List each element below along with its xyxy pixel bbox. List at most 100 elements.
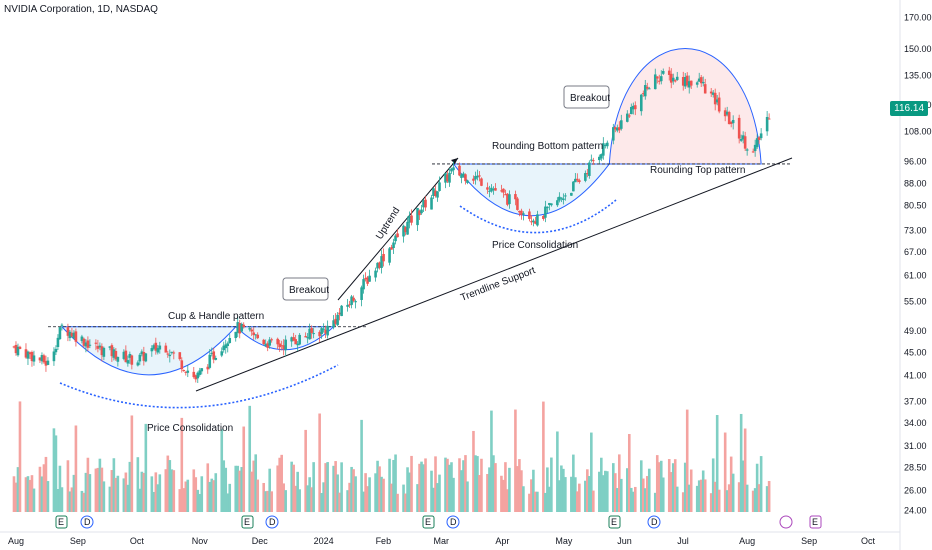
volume-bar [653, 492, 657, 512]
candle-body [438, 182, 441, 191]
volume-bar [298, 489, 301, 512]
volume-bar [574, 477, 577, 512]
volume-bar [578, 483, 581, 512]
candle-body [112, 349, 116, 358]
candle-body [418, 210, 421, 216]
candle-body [450, 168, 453, 172]
earnings-marker [809, 515, 822, 529]
volume-bar [606, 471, 609, 512]
candle-body [657, 80, 661, 82]
volume-bar [144, 423, 148, 512]
candle-body [360, 287, 363, 300]
volume-bar [294, 485, 297, 512]
candle-body [518, 210, 521, 213]
candle-body [164, 345, 168, 353]
volume-bar [12, 476, 16, 512]
x-tick-label: Nov [192, 536, 209, 546]
last-price-badge: 116.14 [890, 101, 928, 116]
volume-bar [276, 465, 279, 512]
candle-body [576, 178, 579, 181]
volume-bar [683, 462, 687, 512]
candle-body [753, 144, 757, 152]
candle-body [28, 352, 32, 355]
volume-bar [486, 474, 489, 512]
volume-bar [236, 465, 240, 512]
candle-body [422, 200, 425, 208]
volume-bar [584, 480, 587, 512]
volume-bar [382, 478, 385, 512]
volume-bar [420, 461, 423, 512]
candle-body [514, 194, 517, 200]
y-tick-label: 80.50 [904, 201, 927, 211]
candle-body [276, 338, 279, 345]
candle-body [46, 360, 50, 365]
volume-bar [667, 459, 671, 512]
candle-body [84, 342, 88, 347]
candle-body [72, 332, 76, 339]
volume-bar [478, 475, 481, 512]
candle-body [600, 154, 603, 159]
candle-body [192, 371, 196, 378]
x-tick-label: Jul [677, 536, 689, 546]
volume-bar [737, 482, 741, 512]
volume-bar [24, 477, 28, 512]
volume-bar [619, 478, 623, 512]
volume-bar [96, 467, 100, 512]
candle-body [392, 242, 395, 249]
candle-body [144, 353, 148, 362]
y-tick-label: 61.00 [904, 271, 927, 281]
candle-body [625, 113, 629, 122]
volume-bar [376, 460, 379, 512]
candle-body [70, 332, 74, 337]
candle-body [584, 173, 587, 181]
uptrend-arrow-line [337, 157, 459, 301]
volume-bar [723, 432, 727, 512]
volume-bar [44, 456, 48, 512]
volume-bar [751, 490, 755, 512]
candle-body [448, 172, 451, 183]
volume-bar [572, 454, 575, 512]
volume-bar [234, 465, 238, 512]
candle-body [140, 351, 144, 355]
volume-bar [290, 461, 293, 512]
candle-body [220, 351, 224, 356]
candle-body [306, 337, 309, 339]
candle-body [739, 138, 743, 141]
volume-bar [240, 467, 244, 512]
candle-body [310, 328, 313, 333]
volume-bar [270, 491, 273, 512]
volume-bar [368, 477, 371, 512]
volume-bar [464, 455, 467, 512]
candle-body [280, 345, 283, 347]
volume-bar [360, 419, 363, 512]
volume-bar [602, 475, 605, 512]
volume-bar [643, 488, 647, 512]
volume-bar [32, 488, 36, 512]
x-tick-label: Apr [495, 536, 509, 546]
candle-body [234, 331, 238, 339]
rounding-bottom-fill [452, 163, 611, 216]
candle-body [114, 351, 118, 360]
candle-body [320, 328, 323, 335]
candle-body [516, 198, 519, 210]
candle-body [68, 331, 72, 339]
volume-bar [364, 473, 367, 512]
candle-body [290, 337, 293, 342]
candle-body [74, 331, 78, 342]
volume-bar [280, 454, 283, 512]
candle-body [504, 194, 507, 196]
volume-bar [326, 462, 329, 512]
candle-body [502, 188, 505, 193]
candle-body [100, 346, 104, 356]
candle-body [757, 137, 761, 140]
volume-bar [717, 489, 721, 512]
x-tick-label: Oct [861, 536, 876, 546]
volume-bar [448, 464, 451, 512]
candle-body [550, 203, 553, 206]
volume-bar [659, 460, 663, 512]
candle-body [60, 324, 64, 326]
candle-body [380, 256, 383, 268]
candle-body [572, 181, 575, 192]
volume-bar [600, 457, 603, 512]
